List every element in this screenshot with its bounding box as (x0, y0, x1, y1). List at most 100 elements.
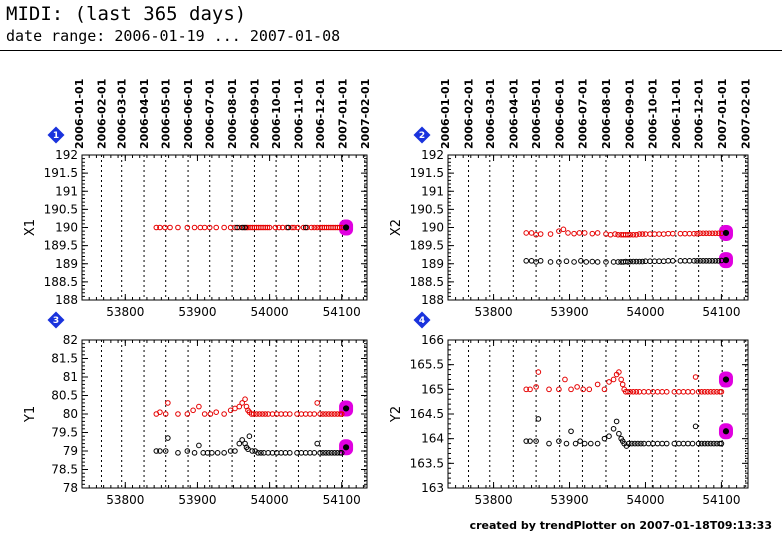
y-tick-label: 80.5 (51, 389, 78, 403)
date-tick-label: 2006-02-01 (463, 79, 476, 149)
data-point (707, 440, 714, 447)
date-tick-label: 2006-06-01 (182, 79, 195, 149)
chart-panel-1: 192 191.5 191 190.5 190 189.5 189 188.5 188 53800… (23, 79, 372, 319)
data-point (633, 231, 640, 238)
data-point (711, 389, 717, 395)
data-point (308, 224, 315, 231)
data-point (175, 224, 181, 231)
data-point (695, 389, 702, 395)
y-axis-title: Y2 (389, 406, 404, 423)
data-point (338, 411, 345, 417)
data-point (610, 376, 617, 383)
data-point (680, 389, 687, 395)
data-point (603, 259, 609, 265)
data-point (250, 411, 257, 417)
data-point (645, 440, 652, 447)
data-point (184, 411, 191, 417)
data-point (535, 416, 542, 422)
data-point (264, 224, 271, 231)
date-tick-label: 2006-03-01 (116, 79, 129, 149)
data-point (642, 231, 649, 237)
data-point (249, 448, 256, 454)
data-point (563, 440, 570, 447)
y-tick-label: 165 (421, 382, 444, 396)
data-point (246, 433, 253, 440)
y-tick-label: 191.5 (44, 166, 78, 180)
data-point (676, 440, 682, 447)
y-axis-title: X2 (389, 219, 404, 236)
data-point (286, 450, 293, 456)
data-point (594, 440, 601, 447)
data-point (715, 230, 722, 237)
data-point (606, 379, 612, 385)
panel-badge-icon (413, 311, 431, 329)
data-point (175, 450, 181, 456)
data-point (619, 381, 626, 388)
data-point (647, 231, 653, 237)
y-tick-label: 80 (63, 407, 78, 421)
y-tick-label: 82 (63, 333, 78, 347)
data-point (718, 389, 725, 395)
data-point (616, 369, 622, 375)
data-point (201, 411, 208, 417)
data-point (700, 258, 706, 264)
data-point (641, 440, 647, 447)
data-point (651, 231, 658, 237)
data-point (302, 224, 309, 231)
data-point (286, 411, 293, 417)
data-point (694, 230, 700, 237)
date-tick-label: 2006-08-01 (226, 79, 239, 149)
x-tick-label: 54000 (626, 305, 664, 319)
data-point (698, 389, 705, 395)
data-point (256, 411, 263, 417)
data-point (568, 386, 574, 393)
data-point (253, 411, 260, 417)
y-tick-label: 163.5 (410, 456, 444, 470)
y-tick-label: 190 (421, 221, 444, 235)
y-tick-label: 190.5 (410, 202, 444, 216)
data-point (654, 440, 661, 447)
date-tick-label: 2006-10-01 (270, 79, 283, 149)
x-tick-label: 53900 (178, 305, 216, 319)
data-point (294, 224, 301, 231)
data-point (236, 440, 243, 447)
data-point (701, 389, 708, 395)
data-point (562, 376, 568, 383)
data-point (191, 224, 198, 231)
data-point (533, 384, 539, 390)
data-point (328, 450, 335, 456)
data-point (221, 224, 227, 231)
data-point (594, 259, 601, 265)
data-point (594, 230, 601, 236)
latest-data-point (722, 428, 730, 435)
data-point (627, 258, 634, 265)
data-point (632, 440, 638, 447)
panel-badge-number: 1 (53, 131, 59, 141)
data-point (707, 389, 714, 395)
data-point (255, 450, 261, 456)
date-tick-label: 2006-09-01 (624, 79, 637, 149)
data-point (659, 440, 665, 447)
data-point (697, 258, 703, 264)
data-point (703, 230, 710, 237)
data-point (663, 389, 670, 395)
data-point (641, 389, 647, 395)
plot-frame (447, 154, 749, 301)
panel-badge-number: 4 (419, 316, 425, 326)
data-point (214, 450, 221, 456)
data-point (314, 400, 321, 406)
data-point (718, 440, 725, 447)
data-point (546, 386, 552, 393)
data-point (689, 440, 696, 447)
data-point (709, 258, 716, 264)
data-point (262, 411, 269, 417)
data-point (291, 224, 297, 231)
data-point (242, 396, 248, 403)
data-point (700, 230, 706, 237)
panel-badge-number: 2 (419, 131, 425, 141)
data-point (325, 450, 332, 456)
y-tick-label: 188 (55, 293, 78, 307)
data-point (191, 450, 198, 456)
panel-badge-number: 3 (53, 316, 59, 326)
